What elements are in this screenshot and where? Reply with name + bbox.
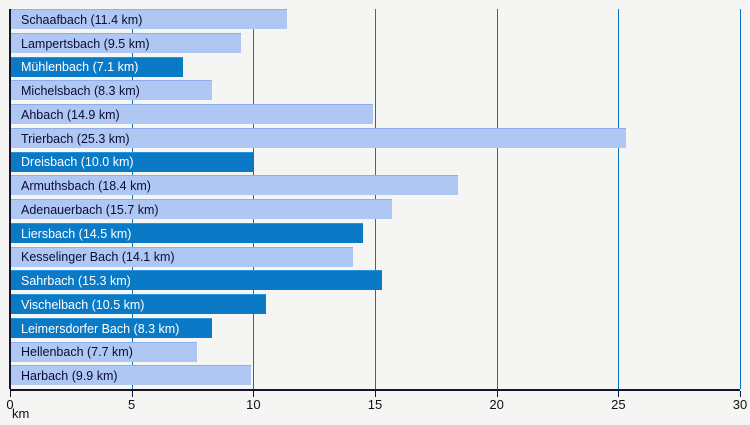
bar-michelsbach[interactable]: Michelsbach (8.3 km)	[10, 80, 212, 101]
bar-row: Adenauerbach (15.7 km)	[10, 199, 740, 219]
x-axis-tick-label: 0	[6, 397, 14, 412]
bar-label: Harbach (9.9 km)	[21, 369, 118, 383]
bar-row: Ahbach (14.9 km)	[10, 104, 740, 124]
bar-harbach[interactable]: Harbach (9.9 km)	[10, 365, 251, 386]
bar-row: Sahrbach (15.3 km)	[10, 270, 740, 291]
bar-label: Ahbach (14.9 km)	[21, 107, 120, 122]
bar-label: Vischelbach (10.5 km)	[21, 297, 145, 312]
y-axis	[9, 9, 11, 389]
x-axis-tick-label: 30	[732, 397, 748, 412]
bar-row: Armuthsbach (18.4 km)	[10, 175, 740, 196]
bar-row: Michelsbach (8.3 km)	[10, 80, 740, 101]
bar-label: Kesselinger Bach (14.1 km)	[21, 250, 175, 265]
bar-label: Liersbach (14.5 km)	[21, 226, 132, 241]
bar-row: Hellenbach (7.7 km)	[10, 341, 740, 362]
bar-label: Michelsbach (8.3 km)	[21, 84, 140, 98]
bar-row: Trierbach (25.3 km)	[10, 127, 740, 148]
bar-m-hlenbach[interactable]: Mühlenbach (7.1 km)	[10, 56, 183, 77]
bar-label: Sahrbach (15.3 km)	[21, 274, 131, 288]
bar-label: Armuthsbach (18.4 km)	[21, 179, 151, 193]
bar-row: Leimersdorfer Bach (8.3 km)	[10, 317, 740, 338]
bar-label: Mühlenbach (7.1 km)	[21, 60, 139, 75]
bar-ahbach[interactable]: Ahbach (14.9 km)	[10, 104, 373, 124]
bar-label: Lampertsbach (9.5 km)	[21, 36, 150, 51]
bar-vischelbach[interactable]: Vischelbach (10.5 km)	[10, 294, 266, 314]
bar-liersbach[interactable]: Liersbach (14.5 km)	[10, 222, 363, 243]
bar-row: Harbach (9.9 km)	[10, 365, 740, 386]
bar-row: Vischelbach (10.5 km)	[10, 294, 740, 314]
x-axis-tick	[10, 391, 11, 397]
bar-row: Liersbach (14.5 km)	[10, 222, 740, 243]
gridline	[740, 9, 741, 389]
bar-label: Schaafbach (11.4 km)	[21, 12, 143, 27]
bar-row: Mühlenbach (7.1 km)	[10, 56, 740, 77]
x-axis-tick-label: 5	[128, 397, 136, 412]
bar-dreisbach[interactable]: Dreisbach (10.0 km)	[10, 151, 254, 172]
bar-trierbach[interactable]: Trierbach (25.3 km)	[10, 127, 626, 148]
bar-sahrbach[interactable]: Sahrbach (15.3 km)	[10, 270, 383, 291]
bar-label: Trierbach (25.3 km)	[21, 131, 130, 146]
bar-leimersdorfer-bach[interactable]: Leimersdorfer Bach (8.3 km)	[10, 317, 212, 338]
x-axis-tick	[496, 391, 498, 397]
bar-row: Schaafbach (11.4 km)	[10, 9, 740, 29]
x-axis-tick-label: 10	[246, 397, 261, 412]
bar-kesselinger-bach[interactable]: Kesselinger Bach (14.1 km)	[10, 246, 354, 267]
gridline	[618, 9, 620, 389]
x-axis-tick-label: 20	[489, 397, 504, 412]
bar-lampertsbach[interactable]: Lampertsbach (9.5 km)	[10, 32, 242, 53]
bar-row: Lampertsbach (9.5 km)	[10, 32, 740, 53]
gridline	[496, 9, 498, 389]
plot-area: Schaafbach (11.4 km) Lampertsbach (9.5 km…	[9, 9, 741, 389]
axis-unit-label: km	[12, 406, 30, 421]
x-axis-tick	[131, 391, 133, 397]
x-axis-tick	[375, 391, 376, 397]
bar-row: Dreisbach (10.0 km)	[10, 151, 740, 172]
bar-armuthsbach[interactable]: Armuthsbach (18.4 km)	[10, 175, 458, 196]
bar-label: Leimersdorfer Bach (8.3 km)	[21, 321, 180, 336]
x-axis-tick	[740, 391, 741, 397]
x-axis-tick	[618, 391, 620, 397]
x-axis-tick-label: 15	[367, 397, 383, 412]
bar-schaafbach[interactable]: Schaafbach (11.4 km)	[10, 9, 288, 29]
bar-label: Adenauerbach (15.7 km)	[21, 202, 159, 217]
x-axis-line	[10, 389, 740, 391]
bar-adenauerbach[interactable]: Adenauerbach (15.7 km)	[10, 199, 393, 219]
bar-hellenbach[interactable]: Hellenbach (7.7 km)	[10, 341, 198, 362]
x-axis-tick	[253, 391, 255, 397]
x-axis-tick-label: 25	[611, 397, 626, 412]
bar-row: Kesselinger Bach (14.1 km)	[10, 246, 740, 267]
bar-label: Dreisbach (10.0 km)	[21, 155, 134, 170]
bar-label: Hellenbach (7.7 km)	[21, 345, 133, 360]
